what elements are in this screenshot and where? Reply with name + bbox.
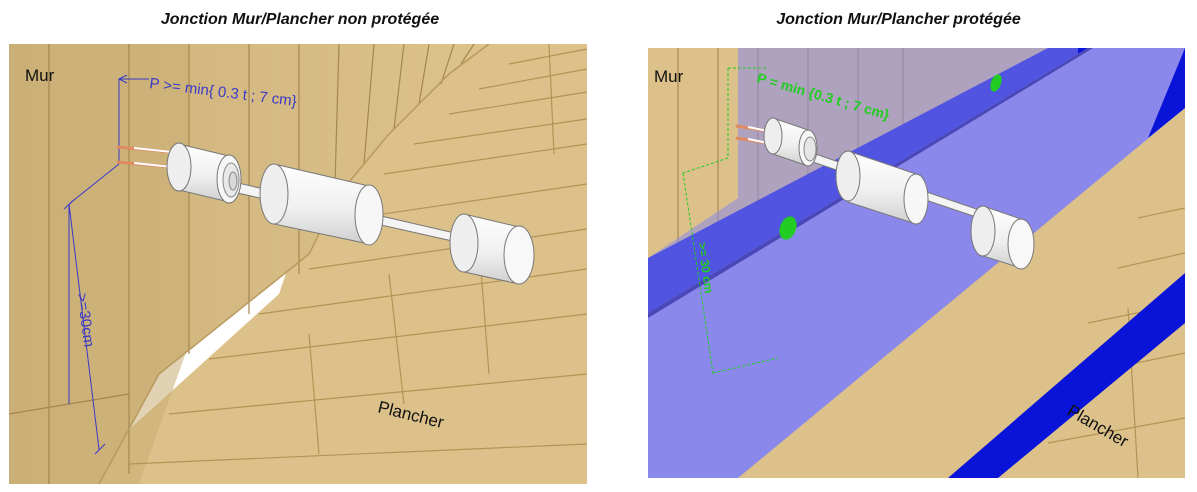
- floor-surface: [9, 44, 587, 484]
- marker-dot: [779, 216, 797, 240]
- wall-label: Mur: [654, 67, 684, 86]
- cylinder-middle: [835, 150, 929, 225]
- dimension-lines: [682, 67, 779, 374]
- cylinder-end: [970, 205, 1035, 270]
- protected-junction-illustration: P = min {0.3 t ; 7 cm} >= 30 cm Mur Plan…: [648, 48, 1185, 478]
- floor-protection-band: [648, 48, 1185, 478]
- cylinder-small: [763, 117, 818, 167]
- dimension-lines: [63, 74, 149, 455]
- cylinder-small: [166, 142, 242, 204]
- cylinder-middle: [259, 163, 384, 246]
- left-caption: Jonction Mur/Plancher non protégée: [160, 11, 440, 28]
- floor-protection-strip: [948, 273, 1185, 478]
- floor-planks: [128, 44, 587, 465]
- unprotected-junction-illustration: P >= min{ 0.3 t ; 7 cm} >=30cm Mur Planc…: [9, 44, 587, 484]
- marker-dot: [990, 74, 1002, 92]
- cylinder-end: [449, 213, 535, 285]
- right-caption: Jonction Mur/Plancher protégée: [776, 11, 1021, 28]
- wall-label: Mur: [25, 66, 55, 85]
- wall-pins: [116, 145, 173, 169]
